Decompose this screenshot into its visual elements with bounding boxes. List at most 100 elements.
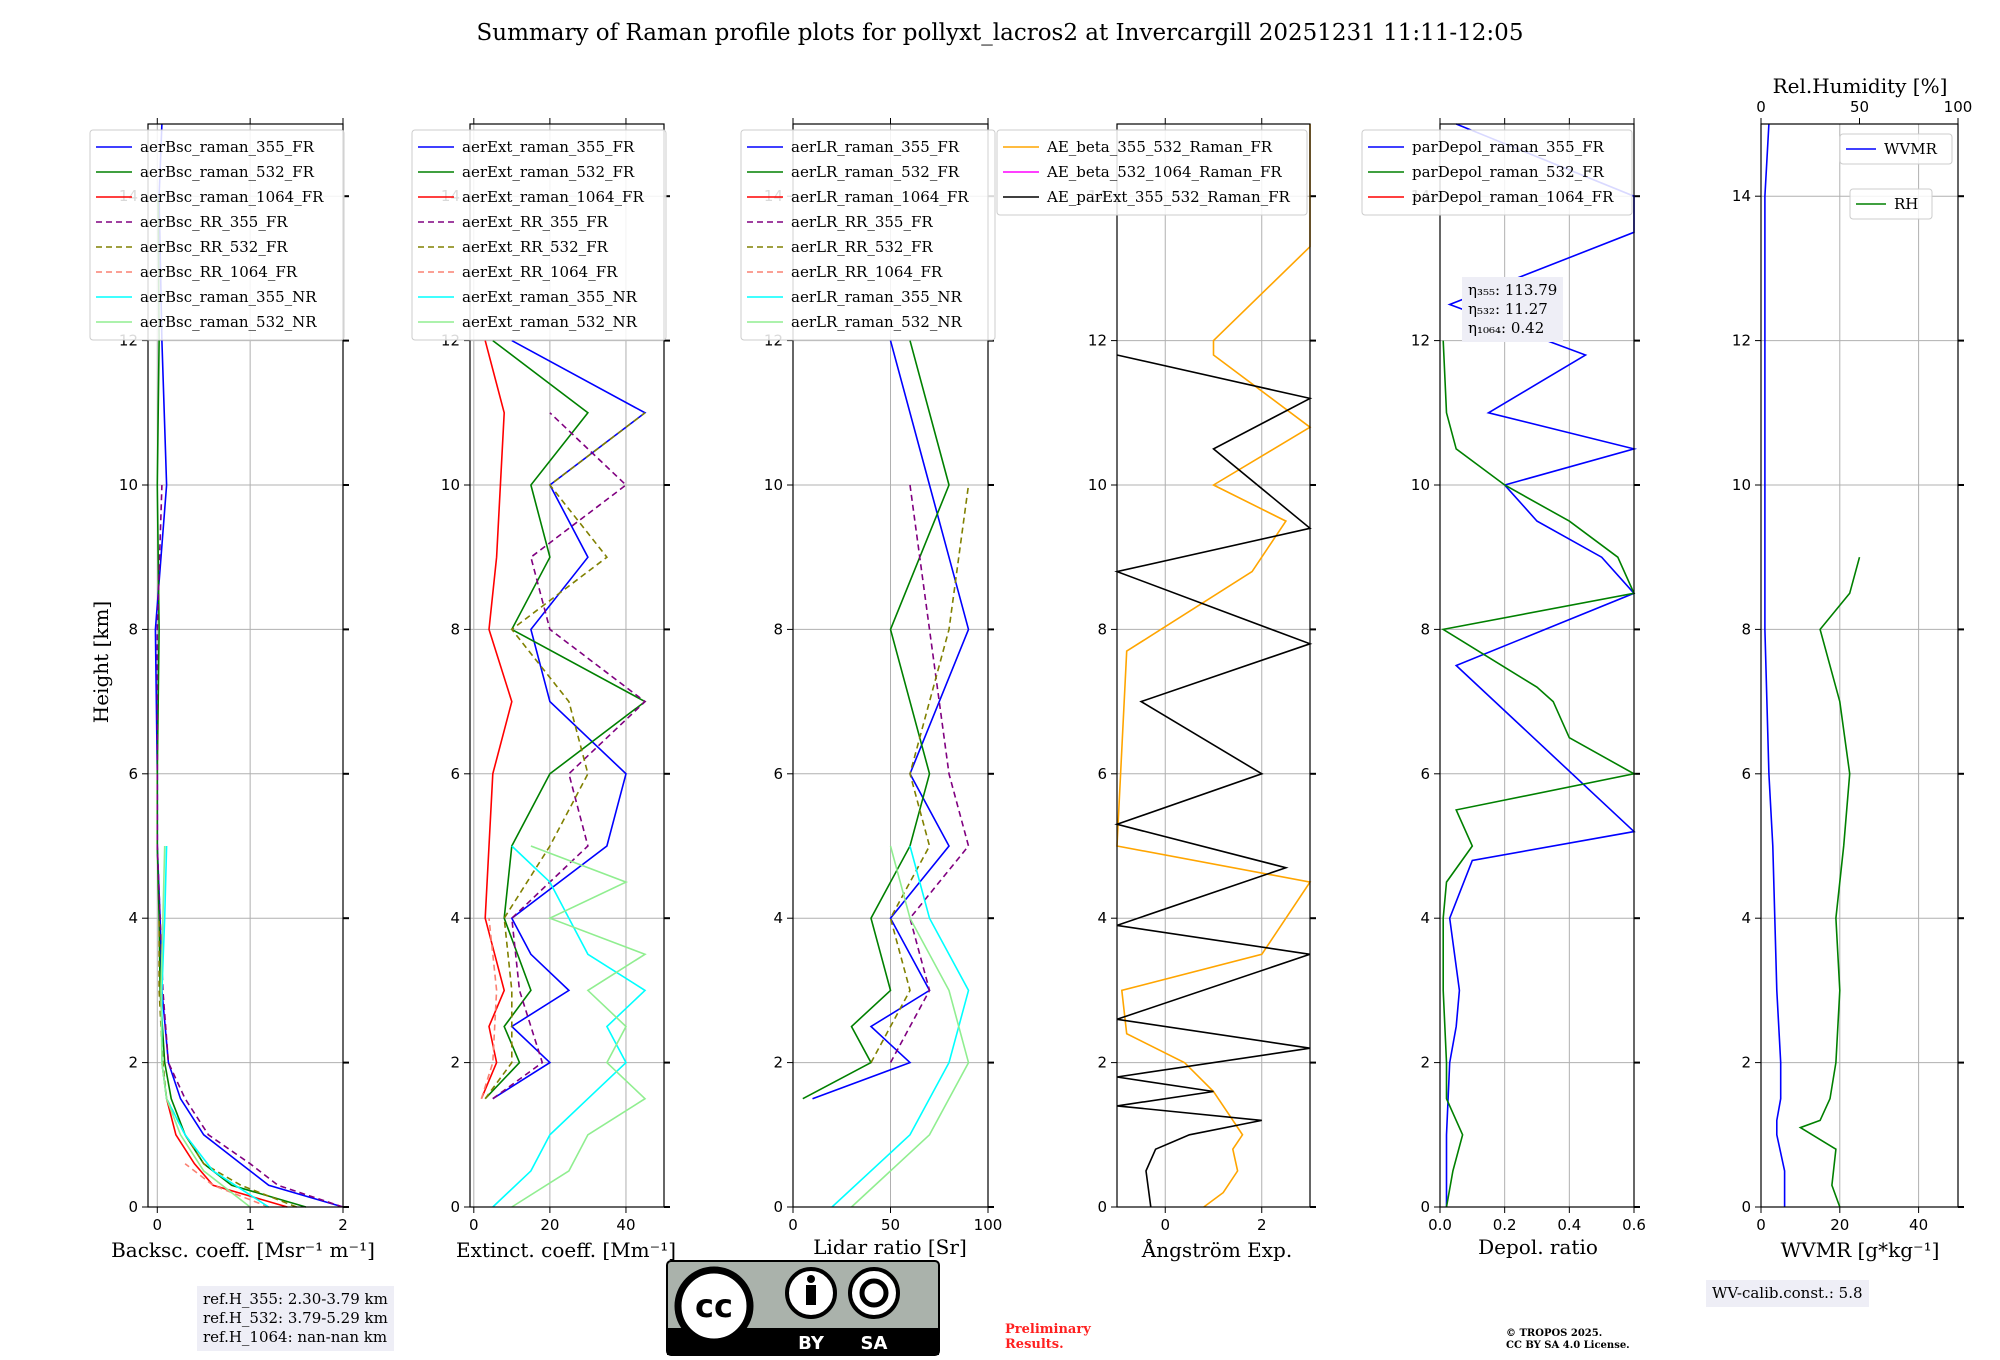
legend-label: aerExt_raman_532_NR — [462, 313, 638, 331]
x-tick-label: 40 — [1909, 1216, 1928, 1234]
y-tick-label: 12 — [1411, 332, 1430, 350]
by-icon-body — [806, 1285, 816, 1305]
cc-icon-text: cc — [695, 1287, 733, 1325]
x-tick-label: 0 — [1160, 1216, 1170, 1234]
legend-label: RH — [1894, 195, 1918, 213]
legend-label: aerLR_raman_532_FR — [791, 163, 960, 181]
eta-annotation-box: η₃₅₅: 113.79 η₅₃₂: 11.27 η₁₀₆₄: 0.42 — [1462, 277, 1564, 342]
x2-tick-label: 100 — [1944, 98, 1973, 116]
x-tick-label: 100 — [974, 1216, 1003, 1234]
series-line-wvmr — [1764, 123, 1786, 1207]
copyright-line-2: CC BY SA 4.0 License. — [1506, 1340, 1630, 1351]
copyright-line-1: © TROPOS 2025. — [1506, 1328, 1603, 1339]
x-tick-label: 0 — [153, 1216, 163, 1234]
y-tick-label: 6 — [773, 765, 783, 783]
series-line-aerext-rr-355-fr — [492, 412, 647, 1100]
y-tick-label: 0 — [773, 1198, 783, 1216]
y-tick-label: 8 — [1097, 620, 1107, 638]
legend-box — [996, 129, 1308, 216]
legend-label: aerExt_RR_1064_FR — [462, 263, 618, 281]
legend-label: aerLR_raman_355_FR — [791, 138, 960, 156]
y-tick-label: 12 — [1732, 332, 1751, 350]
y-tick-label: 6 — [1420, 765, 1430, 783]
y-tick-label: 10 — [764, 476, 783, 494]
eta-532: η₅₃₂: 11.27 — [1468, 300, 1548, 318]
legend-label: aerExt_raman_1064_FR — [462, 188, 644, 206]
cc-icon — [674, 1266, 754, 1346]
series-line-aerbsc-rr-1064-fr — [184, 1163, 269, 1208]
legend-label: parDepol_raman_532_FR — [1412, 163, 1605, 181]
y-tick-label: 10 — [1088, 476, 1107, 494]
wv-calibration-box: WV-calib.const.: 5.8 — [1706, 1280, 1869, 1307]
preliminary-line-2: Results. — [1005, 1337, 1064, 1352]
series-line-aerext-raman-355-nr — [492, 845, 647, 1208]
preliminary-note: Preliminary Results. — [1005, 1322, 1091, 1352]
legend-label: aerLR_raman_1064_FR — [791, 188, 969, 206]
legend-box — [740, 129, 996, 341]
legend-label: parDepol_raman_1064_FR — [1412, 188, 1614, 206]
series-line-aerext-raman-532-nr — [511, 845, 647, 1208]
x-tick-label: 0.2 — [1493, 1216, 1517, 1234]
legend-label: aerLR_raman_532_NR — [791, 313, 962, 331]
x-tick-label: 0.4 — [1557, 1216, 1581, 1234]
series-line-aerlr-raman-532-nr — [850, 845, 970, 1208]
x-tick-label: 50 — [881, 1216, 900, 1234]
legend-label: aerBsc_RR_532_FR — [140, 238, 288, 256]
y-tick-label: 8 — [1420, 620, 1430, 638]
legend-box — [89, 129, 345, 341]
y-tick-label: 2 — [1097, 1054, 1107, 1072]
legend-box — [411, 129, 667, 341]
x-axis-label-angstrom: Ångström Exp. — [1141, 1238, 1293, 1262]
axes-frame — [1439, 123, 1635, 1208]
y-tick-label: 2 — [450, 1054, 460, 1072]
cc-by-sa-badge: cc BY SA — [666, 1260, 940, 1356]
series-line-aerbsc-rr-532-fr — [158, 918, 297, 1208]
y-tick-label: 2 — [1420, 1054, 1430, 1072]
y-tick-label: 6 — [450, 765, 460, 783]
legend-label: aerBsc_raman_532_FR — [140, 163, 315, 181]
x-axis-label-wvmr: WVMR [g*kg⁻¹] — [1780, 1238, 1940, 1262]
legend-label: aerBsc_raman_355_FR — [140, 138, 315, 156]
copyright-note: © TROPOS 2025. CC BY SA 4.0 License. — [1506, 1328, 1630, 1352]
legend-box — [1849, 188, 1933, 220]
y-tick-label: 4 — [1097, 909, 1107, 927]
y-tick-label: 14 — [1732, 187, 1751, 205]
x2-tick-label: 0 — [1756, 98, 1766, 116]
legend-label: aerBsc_RR_355_FR — [140, 213, 288, 231]
legend-label: AE_parExt_355_532_Raman_FR — [1046, 188, 1291, 206]
y-tick-label: 8 — [128, 620, 138, 638]
legend-label: AE_beta_355_532_Raman_FR — [1046, 138, 1273, 156]
y-tick-label: 10 — [119, 476, 138, 494]
x-tick-label: 0 — [1756, 1216, 1766, 1234]
sa-label: SA — [861, 1333, 888, 1354]
y-tick-label: 10 — [1411, 476, 1430, 494]
y-tick-label: 2 — [1741, 1054, 1751, 1072]
axes-frame — [147, 123, 344, 1208]
ref-height-532: ref.H_532: 3.79-5.29 km — [203, 1309, 388, 1327]
y-tick-label: 2 — [773, 1054, 783, 1072]
y-tick-label: 0 — [1097, 1198, 1107, 1216]
legend-label: aerBsc_raman_532_NR — [140, 313, 317, 331]
by-label: BY — [798, 1333, 825, 1354]
legend-label: aerLR_RR_355_FR — [791, 213, 933, 231]
x-axis-label-extinction: Extinct. coeff. [Mm⁻¹] — [455, 1238, 677, 1262]
y-tick-label: 4 — [128, 909, 138, 927]
legend-label: aerBsc_RR_1064_FR — [140, 263, 298, 281]
series-line-aerbsc-raman-532-nr — [160, 845, 251, 1208]
axes-frame — [1116, 123, 1311, 1208]
reference-height-box: ref.H_355: 2.30-3.79 km ref.H_532: 3.79-… — [197, 1286, 394, 1351]
series-line-aerbsc-rr-355-fr — [156, 484, 344, 1208]
y-tick-label: 6 — [128, 765, 138, 783]
legend-label: aerExt_raman_355_FR — [462, 138, 635, 156]
y-tick-label: 8 — [1741, 620, 1751, 638]
x2-tick-label: 50 — [1850, 98, 1869, 116]
series-line-ae-parext-355-532-raman-fr — [1114, 354, 1313, 1208]
axes-frame — [1760, 123, 1959, 1208]
x-tick-label: 40 — [616, 1216, 635, 1234]
legend-label: aerBsc_raman_1064_FR — [140, 188, 324, 206]
x-tick-label: 20 — [540, 1216, 559, 1234]
x-tick-label: 0 — [469, 1216, 479, 1234]
axes-frame — [792, 123, 989, 1208]
sa-icon-arc — [859, 1278, 889, 1308]
series-line-aerbsc-raman-355-nr — [161, 845, 270, 1208]
